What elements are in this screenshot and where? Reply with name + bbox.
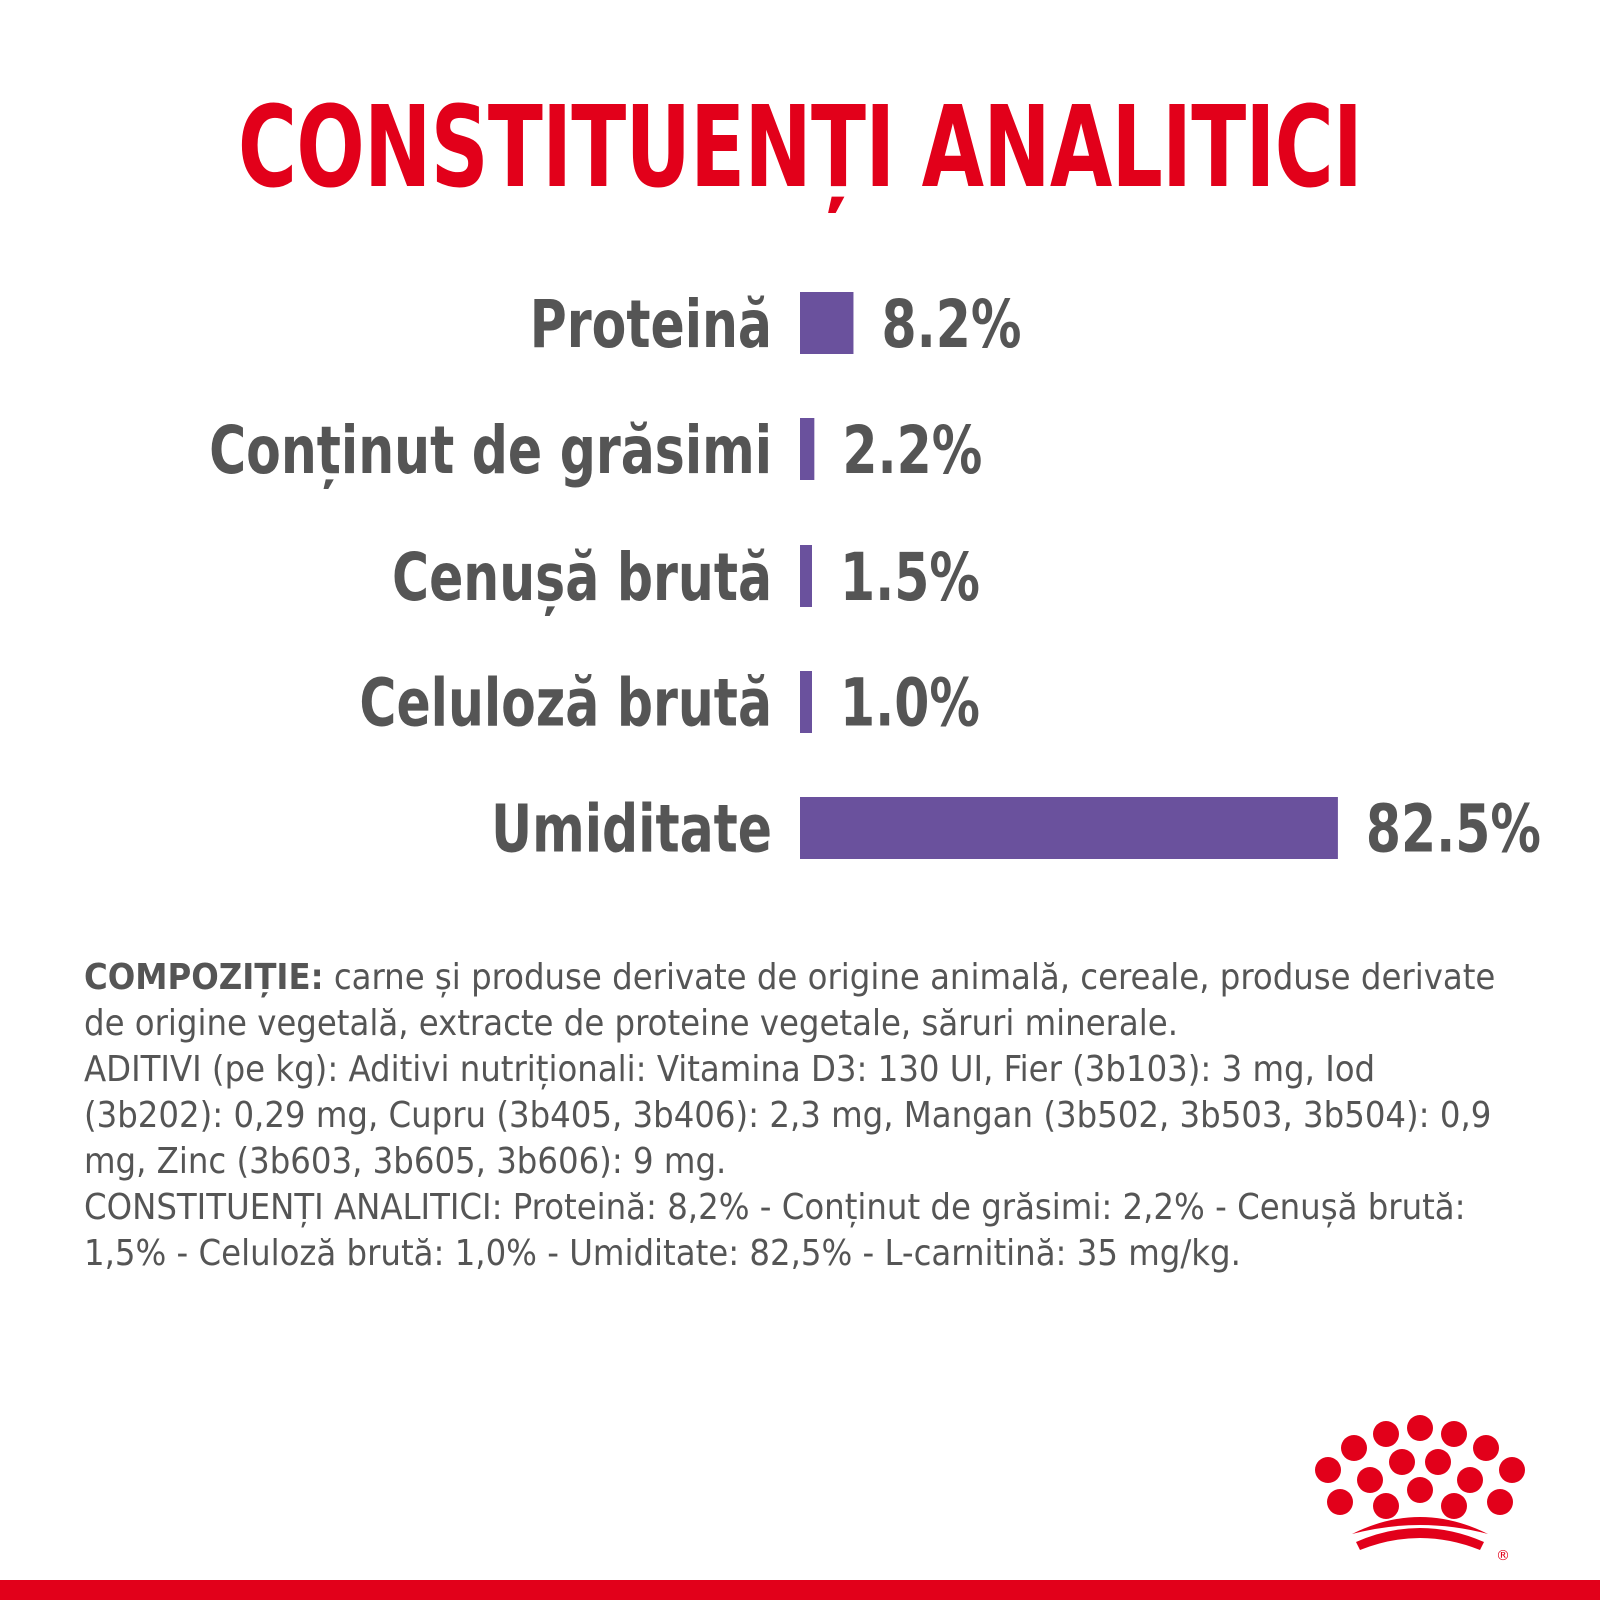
bar	[800, 292, 854, 354]
page-title: CONSTITUENȚI ANALITICI	[237, 83, 1363, 213]
value-label: 82.5%	[1366, 791, 1541, 868]
analytical-constituents-text: CONSTITUENȚI ANALITICI: Proteină: 8,2% -…	[84, 1187, 1466, 1274]
nutrient-bar-chart: Proteină 8.2% Conținut de grăsimi 2.2% Cenuș…	[209, 286, 1541, 868]
category-label: Umiditate	[491, 791, 772, 868]
value-label: 1.0%	[840, 665, 980, 742]
value-label: 8.2%	[881, 286, 1021, 363]
bar	[800, 797, 1338, 859]
bar	[800, 418, 815, 480]
additives-text: ADITIVI (pe kg): Aditivi nutriționali: V…	[84, 1049, 1492, 1182]
registered-mark: ®	[1496, 1548, 1510, 1564]
composition-block: COMPOZIȚIE: carne și produse derivate de…	[84, 955, 1524, 1277]
bar	[800, 545, 812, 607]
bar	[800, 671, 812, 733]
bottom-brand-bar	[0, 1580, 1600, 1600]
category-label: Celuloză brută	[359, 665, 772, 742]
category-label: Cenușă brută	[392, 539, 772, 616]
value-label: 2.2%	[842, 412, 982, 489]
composition-text: carne și produse derivate de origine ani…	[84, 957, 1496, 1044]
category-label: Proteină	[530, 286, 772, 363]
value-label: 1.5%	[840, 539, 980, 616]
composition-label: COMPOZIȚIE:	[84, 957, 324, 998]
composition-paragraph: COMPOZIȚIE: carne și produse derivate de…	[84, 955, 1524, 1047]
category-label: Conținut de grăsimi	[209, 412, 772, 489]
royal-canin-crown-logo: ®	[1315, 1415, 1525, 1564]
